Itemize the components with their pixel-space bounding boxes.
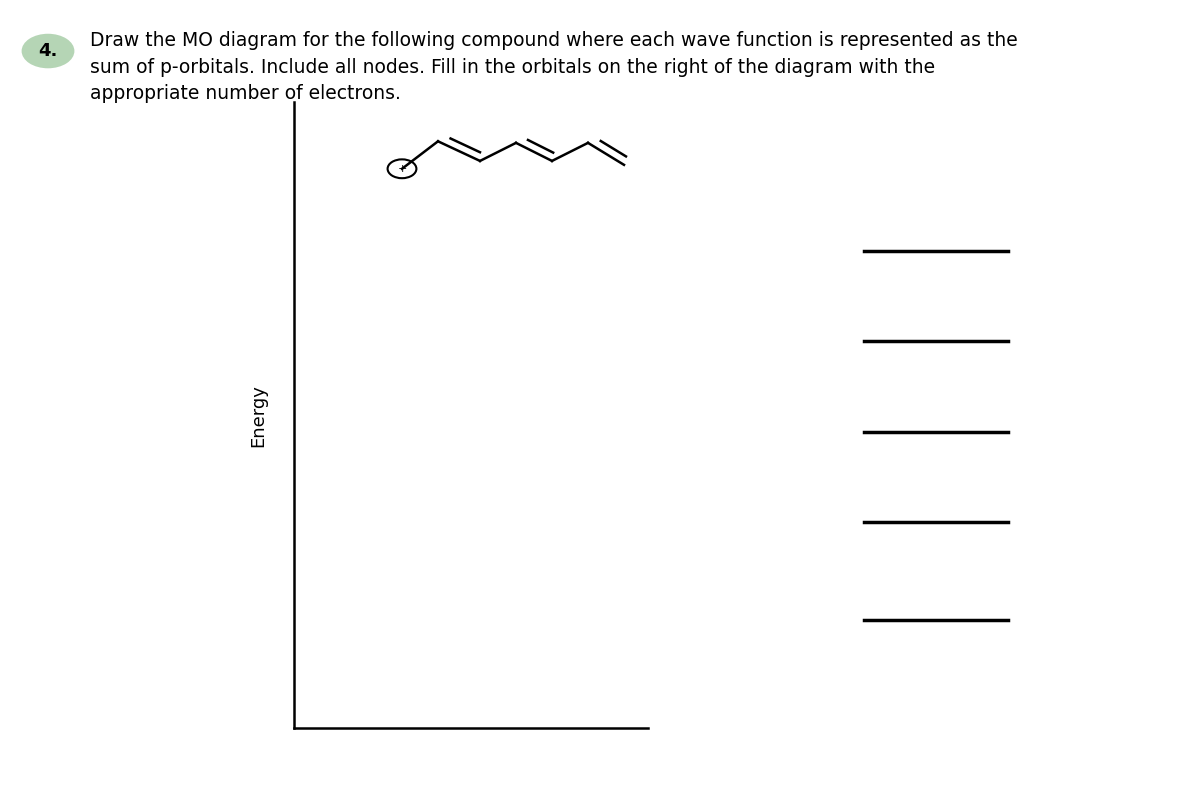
Text: Energy: Energy [250, 385, 266, 447]
Text: 4.: 4. [38, 42, 58, 60]
Text: +: + [397, 164, 407, 173]
Text: Draw the MO diagram for the following compound where each wave function is repre: Draw the MO diagram for the following co… [90, 31, 1018, 104]
